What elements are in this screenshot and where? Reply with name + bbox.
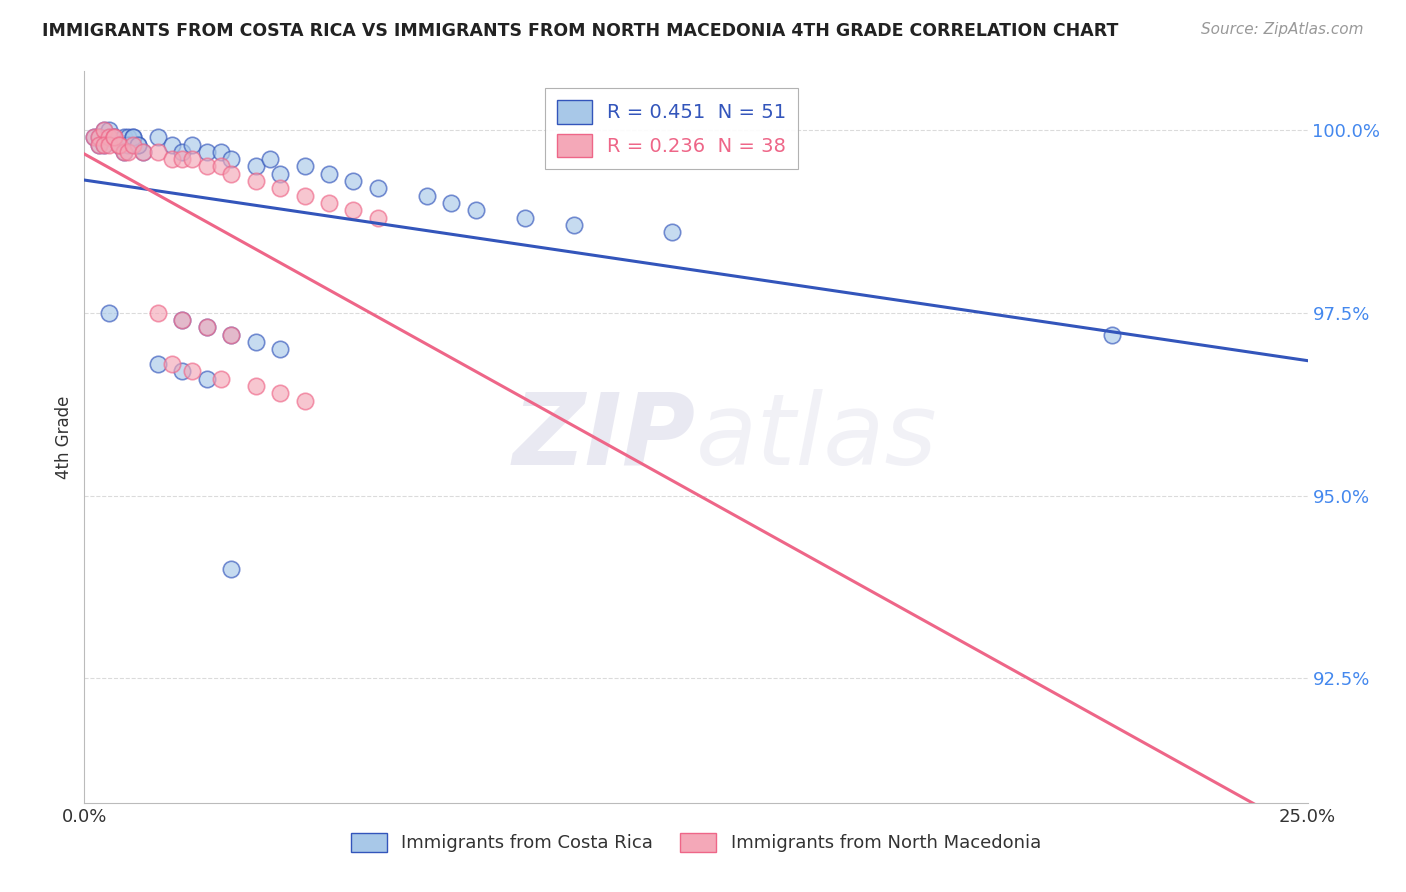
Point: [97, 306, 120, 320]
Point: [172, 364, 194, 378]
Point: [93, 123, 115, 137]
Point: [181, 137, 204, 152]
Point: [146, 306, 169, 320]
Point: [127, 137, 149, 152]
Text: atlas: atlas: [696, 389, 938, 485]
Point: [245, 160, 267, 174]
Point: [162, 357, 184, 371]
Point: [219, 562, 242, 576]
Point: [97, 123, 120, 137]
Point: [122, 137, 145, 152]
Point: [87, 137, 110, 152]
Point: [107, 137, 129, 152]
Point: [259, 152, 281, 166]
Point: [103, 130, 125, 145]
Point: [562, 218, 585, 232]
Point: [132, 145, 155, 159]
Point: [181, 364, 204, 378]
Point: [181, 152, 204, 166]
Point: [269, 167, 291, 181]
Point: [1101, 327, 1123, 342]
Point: [342, 174, 364, 188]
Point: [195, 320, 218, 334]
Point: [416, 188, 439, 202]
Point: [146, 130, 169, 145]
Point: [93, 137, 115, 152]
Point: [93, 137, 115, 152]
Point: [162, 152, 184, 166]
Point: [93, 123, 115, 137]
Point: [209, 371, 232, 385]
Point: [318, 167, 340, 181]
Point: [83, 130, 105, 145]
Point: [209, 160, 232, 174]
Point: [342, 203, 364, 218]
Point: [83, 130, 105, 145]
Point: [367, 211, 389, 225]
Point: [172, 145, 194, 159]
Point: [195, 160, 218, 174]
Point: [117, 130, 139, 145]
Point: [122, 130, 145, 145]
Point: [294, 393, 316, 408]
Point: [107, 137, 129, 152]
Point: [97, 130, 120, 145]
Point: [146, 145, 169, 159]
Point: [219, 167, 242, 181]
Point: [195, 371, 218, 385]
Point: [195, 320, 218, 334]
Point: [172, 313, 194, 327]
Point: [513, 211, 536, 225]
Point: [103, 130, 125, 145]
Point: [172, 152, 194, 166]
Text: IMMIGRANTS FROM COSTA RICA VS IMMIGRANTS FROM NORTH MACEDONIA 4TH GRADE CORRELAT: IMMIGRANTS FROM COSTA RICA VS IMMIGRANTS…: [42, 22, 1119, 40]
Point: [294, 160, 316, 174]
Point: [464, 203, 486, 218]
Point: [117, 137, 139, 152]
Point: [112, 130, 135, 145]
Point: [294, 188, 316, 202]
Point: [269, 386, 291, 401]
Y-axis label: 4th Grade: 4th Grade: [55, 395, 73, 479]
Point: [103, 130, 125, 145]
Point: [87, 137, 110, 152]
Point: [245, 379, 267, 393]
Point: [209, 145, 232, 159]
Point: [219, 152, 242, 166]
Point: [97, 137, 120, 152]
Point: [107, 137, 129, 152]
Point: [269, 343, 291, 357]
Point: [661, 225, 683, 239]
Point: [132, 145, 155, 159]
Text: Source: ZipAtlas.com: Source: ZipAtlas.com: [1201, 22, 1364, 37]
Point: [87, 130, 110, 145]
Legend: Immigrants from Costa Rica, Immigrants from North Macedonia: Immigrants from Costa Rica, Immigrants f…: [343, 826, 1049, 860]
Point: [87, 130, 110, 145]
Point: [127, 137, 149, 152]
Point: [219, 327, 242, 342]
Point: [172, 313, 194, 327]
Point: [245, 174, 267, 188]
Point: [112, 145, 135, 159]
Point: [107, 137, 129, 152]
Point: [245, 334, 267, 349]
Point: [219, 327, 242, 342]
Point: [103, 130, 125, 145]
Point: [318, 196, 340, 211]
Point: [122, 130, 145, 145]
Point: [162, 137, 184, 152]
Point: [195, 145, 218, 159]
Point: [269, 181, 291, 195]
Point: [117, 145, 139, 159]
Point: [146, 357, 169, 371]
Point: [112, 145, 135, 159]
Point: [440, 196, 463, 211]
Text: ZIP: ZIP: [513, 389, 696, 485]
Point: [367, 181, 389, 195]
Point: [97, 130, 120, 145]
